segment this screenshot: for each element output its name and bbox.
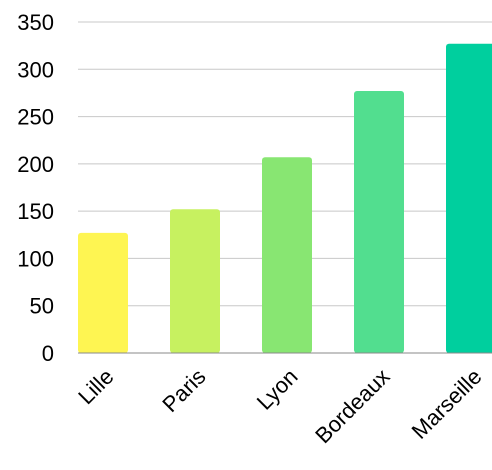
bars [78, 43, 492, 353]
bar-bordeaux [354, 91, 404, 353]
x-tick-label: Lille [73, 364, 118, 409]
y-tick-label: 50 [30, 294, 54, 319]
y-tick-label: 250 [17, 105, 54, 130]
x-axis-ticks: Lille Paris Lyon Bordeaux Marseille [73, 364, 486, 448]
bar-paris [170, 209, 220, 353]
y-tick-label: 200 [17, 152, 54, 177]
x-tick-label: Paris [157, 364, 210, 417]
bar-marseille [446, 43, 492, 353]
y-tick-label: 100 [17, 246, 54, 271]
y-axis-ticks: 0 50 100 150 200 250 300 350 [17, 10, 54, 366]
y-tick-label: 300 [17, 57, 54, 82]
y-tick-label: 350 [17, 10, 54, 35]
y-tick-label: 0 [42, 341, 54, 366]
x-tick-label: Bordeaux [310, 364, 394, 448]
x-tick-label: Lyon [252, 364, 303, 415]
y-tick-label: 150 [17, 199, 54, 224]
bar-lyon [262, 157, 312, 353]
bar-lille [78, 232, 128, 353]
x-tick-label: Marseille [407, 364, 487, 444]
